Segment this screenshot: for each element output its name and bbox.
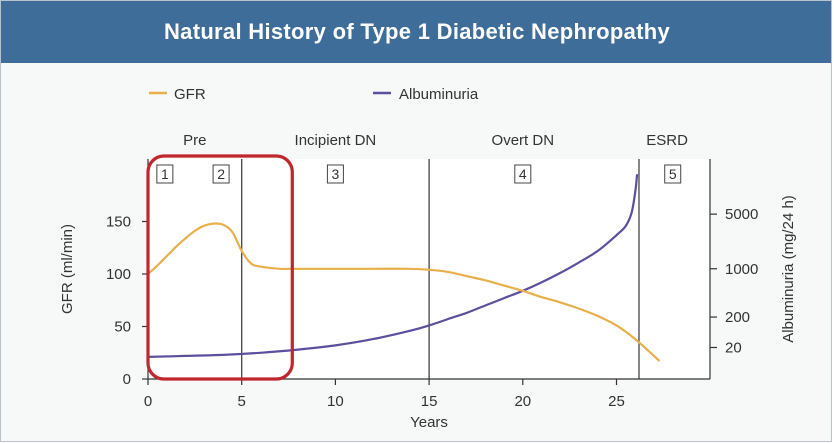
- x-tick-label-20: 20: [514, 393, 531, 410]
- chart-title: Natural History of Type 1 Diabetic Nephr…: [1, 1, 831, 63]
- y-axis-right-title: Albuminuria (mg/24 h): [780, 195, 797, 343]
- series-line-gfr: [147, 222, 661, 362]
- x-tick-label-25: 25: [608, 393, 625, 410]
- y-axis-left-title: GFR (ml/min): [59, 224, 76, 314]
- highlight-box: [146, 154, 294, 381]
- x-axis-title: Years: [410, 414, 448, 431]
- stage-label-overt-dn: Overt DN: [492, 132, 555, 149]
- series-line-albuminuria: [147, 174, 639, 358]
- stage-label-incipient-dn: Incipient DN: [295, 132, 377, 149]
- stage-box-label-3: 3: [332, 166, 340, 182]
- y-right-tick-label-200: 200: [725, 309, 750, 326]
- y-right-tick-label-20: 20: [725, 340, 742, 357]
- stage-box-5: [664, 164, 682, 184]
- y-right-tick-label-1000: 1000: [725, 261, 758, 278]
- y-left-tick-label-0: 0: [123, 371, 131, 388]
- stage-box-label-1: 1: [161, 166, 169, 182]
- y-right-tick-label-5000: 5000: [725, 206, 758, 223]
- stage-box-label-2: 2: [217, 166, 225, 182]
- stage-box-2: [212, 164, 230, 184]
- stage-box-1: [156, 164, 174, 184]
- legend-gfr-label: GFR: [174, 86, 206, 103]
- y-left-tick-label-50: 50: [114, 319, 131, 336]
- x-tick-label-5: 5: [238, 393, 246, 410]
- stage-label-esrd: ESRD: [646, 132, 688, 149]
- x-tick-label-0: 0: [144, 393, 152, 410]
- stage-label-pre: Pre: [183, 132, 206, 149]
- stage-box-label-5: 5: [669, 166, 677, 182]
- stage-box-4: [514, 164, 532, 184]
- stage-box-label-4: 4: [519, 166, 527, 182]
- stage-box-3: [326, 164, 344, 184]
- legend-albuminuria-label: Albuminuria: [399, 86, 479, 103]
- x-tick-label-10: 10: [327, 393, 344, 410]
- y-left-tick-label-150: 150: [106, 214, 131, 231]
- x-tick-label-15: 15: [421, 393, 438, 410]
- y-left-tick-label-100: 100: [106, 266, 131, 283]
